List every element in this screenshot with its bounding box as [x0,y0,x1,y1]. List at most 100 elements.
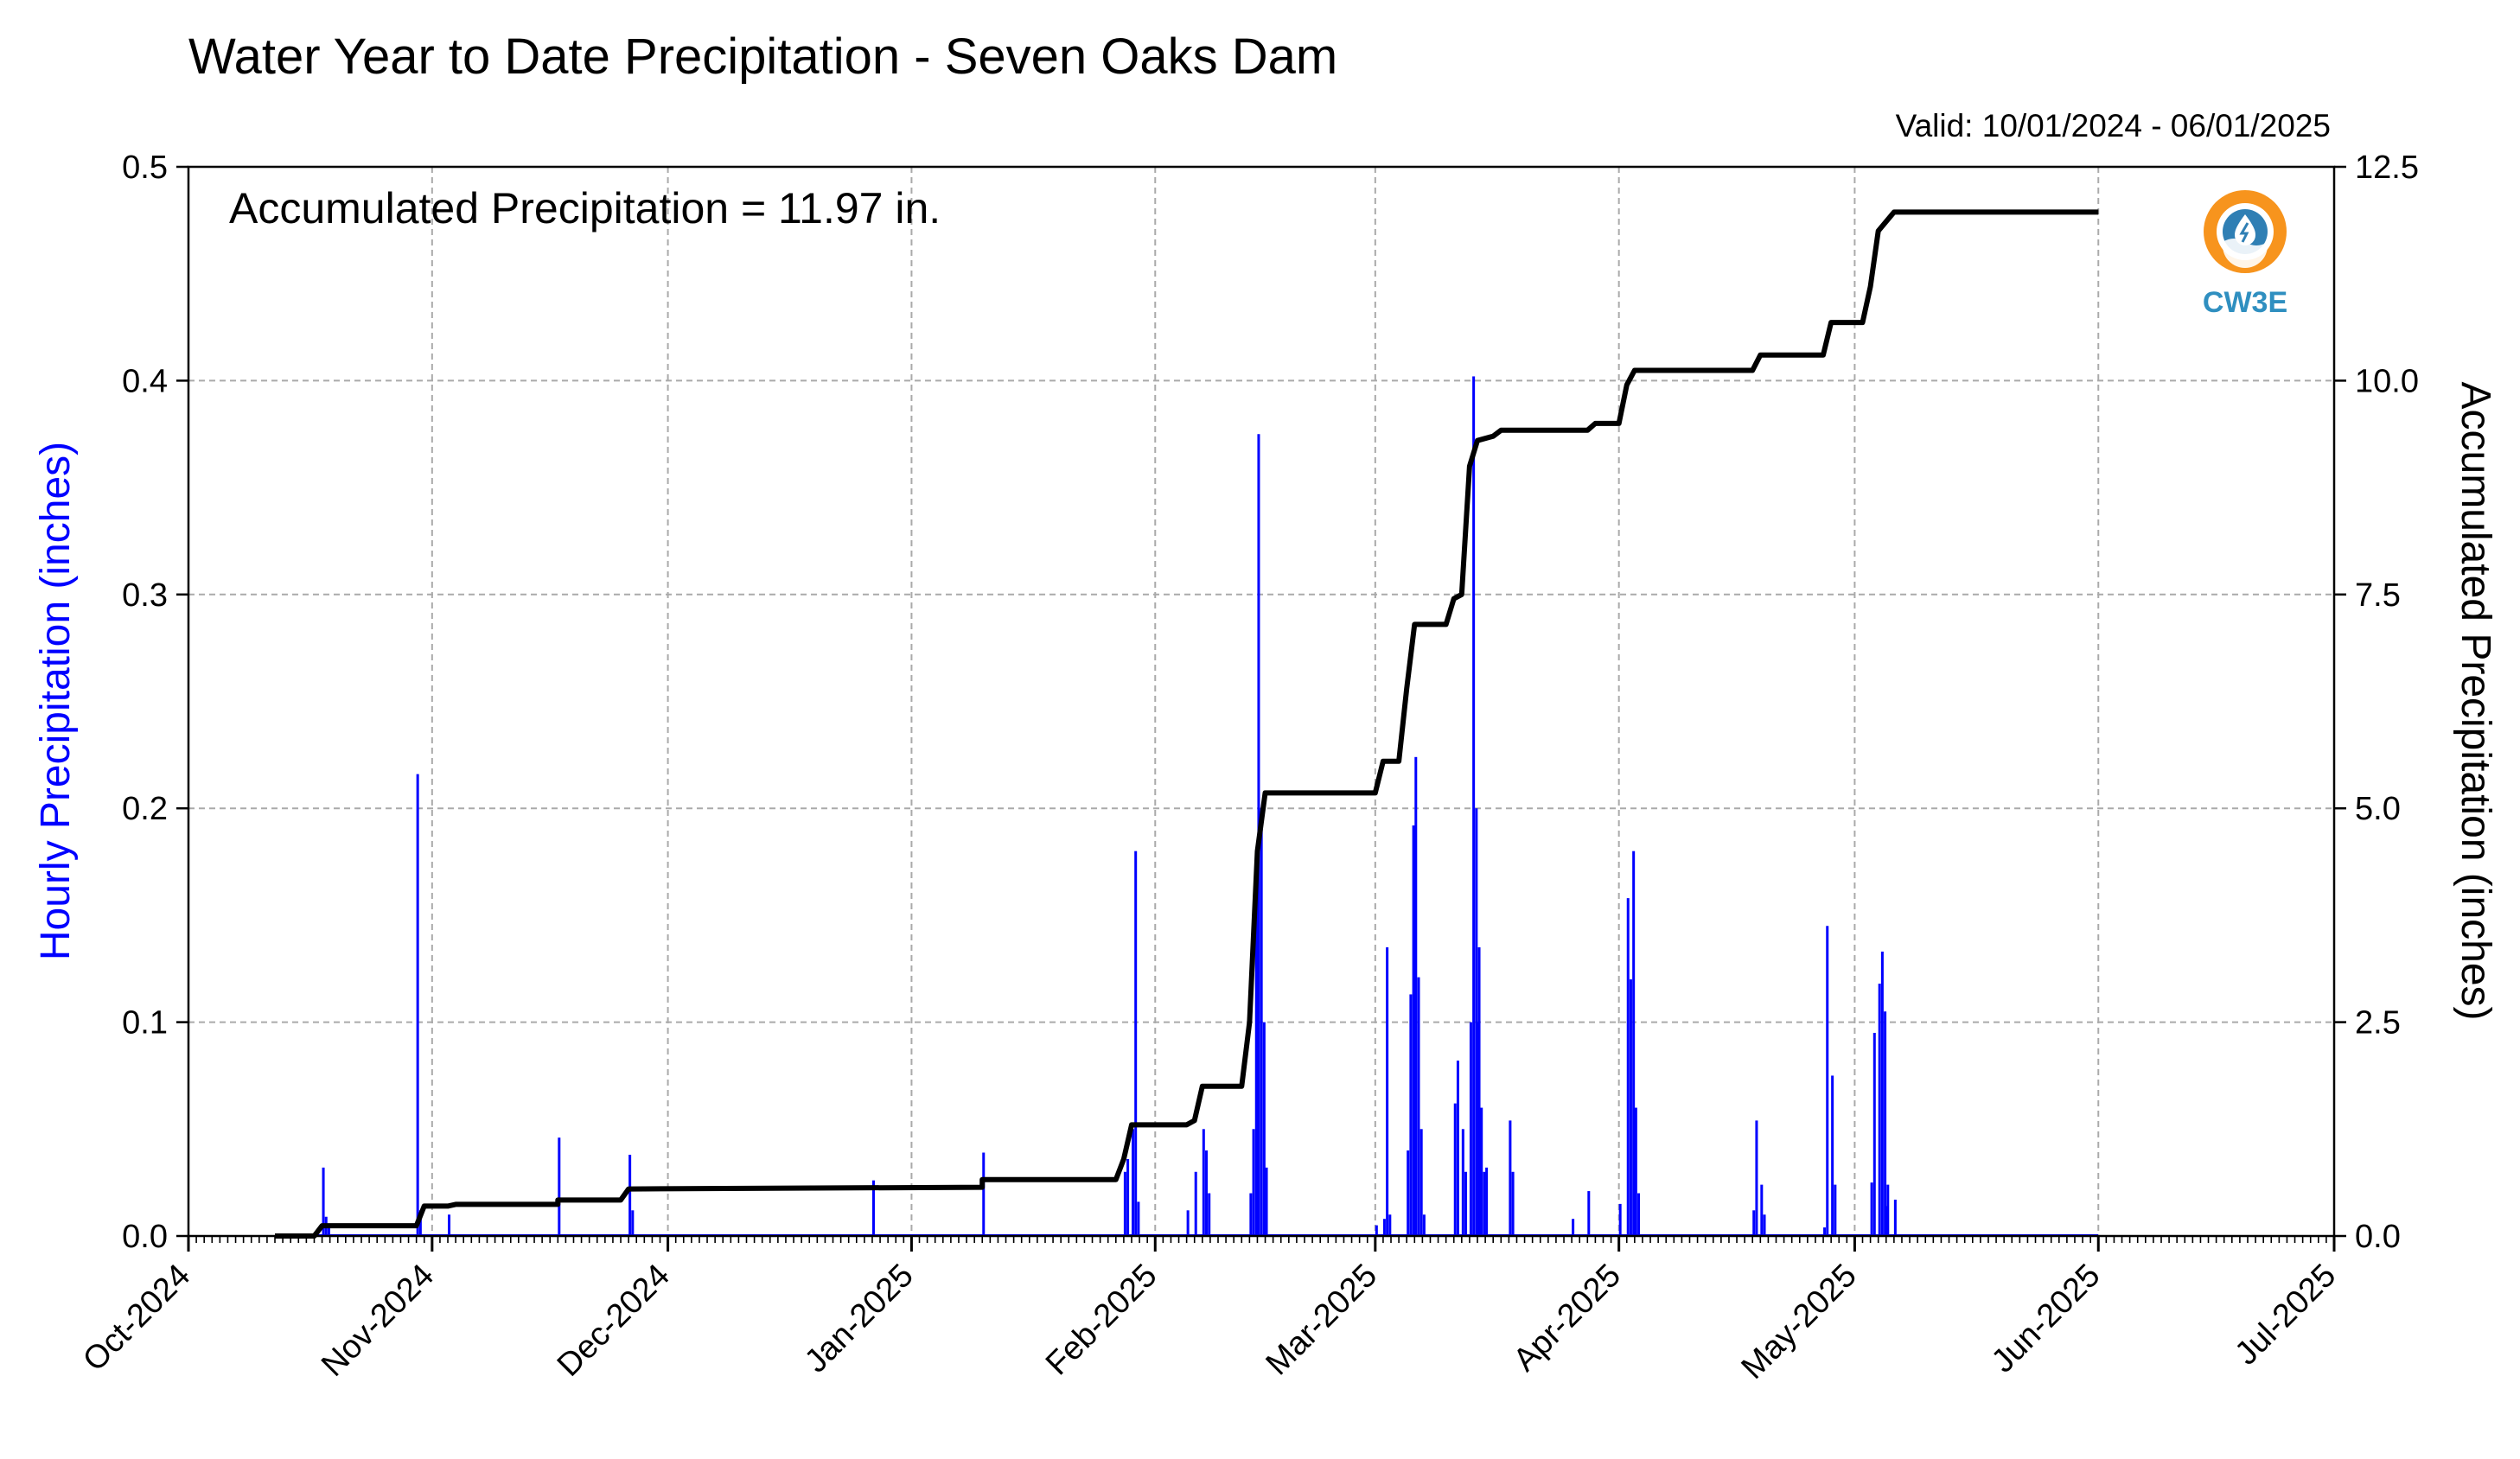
hourly-precip-bar [1461,1129,1464,1236]
hourly-precip-bar [1208,1193,1211,1236]
hourly-precip-bar [1760,1184,1764,1236]
hourly-precip-bar [1626,898,1630,1236]
y-axis-label-right: Accumulated Precipitation (inches) [2453,381,2498,1020]
y-tick-label-right: 10.0 [2355,363,2419,399]
x-tick-label: Feb-2025 [1039,1258,1164,1383]
hourly-precip-bar [1453,1103,1457,1236]
accumulated-annotation: Accumulated Precipitation = 11.97 in. [229,184,941,233]
hourly-precip-bar [1880,951,1884,1236]
hourly-precip-bar [1637,1193,1641,1236]
y-tick-label-left: 0.4 [122,363,168,399]
y-tick-label-right: 7.5 [2355,577,2401,614]
x-tick-label: Oct-2024 [76,1258,197,1379]
hourly-precip-bar [1763,1214,1766,1236]
hourly-precip-bar [1834,1184,1837,1236]
hourly-precip-bar [1483,1171,1486,1236]
hourly-precip-bar [1252,1129,1255,1236]
y-tick-label-right: 2.5 [2355,1005,2401,1042]
hourly-precip-bar [1509,1120,1512,1236]
hourly-precip-bar [1414,756,1418,1236]
hourly-precip-bar [1137,1201,1140,1236]
hourly-precip-bar [1134,851,1138,1236]
hourly-precip-bar [1587,1191,1591,1236]
y-tick-label-left: 0.0 [122,1219,168,1255]
accumulated-line-path [275,209,2099,1239]
hourly-precip-bar [1186,1210,1190,1236]
hourly-precip-bar [1823,1227,1827,1236]
hourly-precip-bar [418,1210,422,1236]
hourly-precip-bar [1375,1225,1378,1236]
y-tick-label-right: 12.5 [2355,150,2419,186]
hourly-precip-bar [1422,1214,1426,1236]
hourly-precip-bar [1572,1219,1575,1236]
hourly-precip-bar [1260,808,1263,1236]
y-axis-label-left: Hourly Precipitation (inches) [33,442,79,960]
hourly-precip-bar [871,1180,875,1236]
hourly-precip-bar [1262,1022,1266,1236]
hourly-precip-bar [1485,1167,1489,1236]
hourly-precip-bar [1831,1075,1834,1236]
hourly-precip-bar [1194,1171,1197,1236]
hourly-precip-bar [1409,994,1413,1236]
hourly-precip-bar [1878,984,1881,1236]
hourly-precip-bar [1752,1210,1756,1236]
hourly-precip-bar [628,1154,632,1236]
hourly-precip-bar [1417,977,1420,1236]
hourly-precip-bar [1456,1061,1459,1236]
hourly-precip-bar [1407,1150,1410,1236]
axes: 0.0 0.1 0.2 0.3 0.4 0.5 0.0 2.5 5.0 7.5 10.0 12.5 Oc… [76,150,2419,1386]
hourly-precip-bar [1511,1171,1515,1236]
hourly-precip-bar [1475,808,1478,1236]
hourly-precip-bar [1870,1182,1873,1236]
hourly-precip-bar [558,1137,561,1236]
hourly-precip-bar [1388,1214,1392,1236]
x-tick-label: Apr-2025 [1507,1258,1628,1379]
hourly-precip-bar [1618,1203,1622,1236]
hourly-precip-bar [1884,1011,1887,1236]
accumulated-precipitation-line [275,209,2099,1239]
hourly-precip-bar [416,774,419,1236]
hourly-precip-bar [1464,1171,1468,1236]
hourly-precip-bar [1826,926,1829,1236]
hourly-precip-bar [1123,1171,1126,1236]
hourly-precip-bar [631,1210,635,1236]
y-tick-label-left: 0.3 [122,577,168,614]
x-tick-label: Jun-2025 [1985,1258,2108,1380]
y-tick-label-right: 0.0 [2355,1219,2401,1255]
hourly-precip-bar [1265,1167,1268,1236]
x-tick-label: Jul-2025 [2229,1258,2344,1373]
hourly-precip-bar [1885,1206,1889,1236]
hourly-precip-bar [1893,1199,1897,1236]
x-tick-label: Jan-2025 [798,1258,921,1380]
hourly-precip-bar [982,1152,986,1236]
hourly-precip-bar [1629,979,1632,1236]
y-tick-label-left: 0.5 [122,150,168,186]
hourly-precipitation-bars [275,376,2099,1236]
hourly-precip-bar [1755,1120,1758,1236]
gridlines [188,167,2334,1236]
x-tick-label: May-2025 [1735,1258,1864,1386]
hourly-precip-bar [1872,1032,1876,1236]
hourly-precip-bar [1249,1193,1253,1236]
hourly-precip-bar [1477,1022,1481,1236]
hourly-precip-bar [1412,825,1415,1236]
hourly-precip-bar [1386,947,1389,1236]
hourly-precip-bar [1480,1107,1483,1236]
cw3e-logo: CW3E [2203,190,2287,319]
logo-text: CW3E [2203,286,2287,319]
x-tick-label: Dec-2024 [551,1258,677,1384]
hourly-precip-bar [1131,1129,1134,1236]
hourly-precip-bar [1472,376,1476,1236]
hourly-precip-bar [448,1214,451,1236]
y-tick-label-right: 5.0 [2355,791,2401,827]
x-tick-label: Mar-2025 [1259,1258,1384,1383]
y-tick-label-left: 0.2 [122,791,168,827]
hourly-precip-bar [1382,1219,1386,1236]
hourly-precip-bar [1205,1150,1209,1236]
hourly-precip-bar [1126,1158,1130,1236]
hourly-precip-bar [322,1167,325,1236]
chart-subtitle: Valid: 10/01/2024 - 06/01/2025 [1896,108,2331,143]
plot-frame [187,165,2336,1238]
